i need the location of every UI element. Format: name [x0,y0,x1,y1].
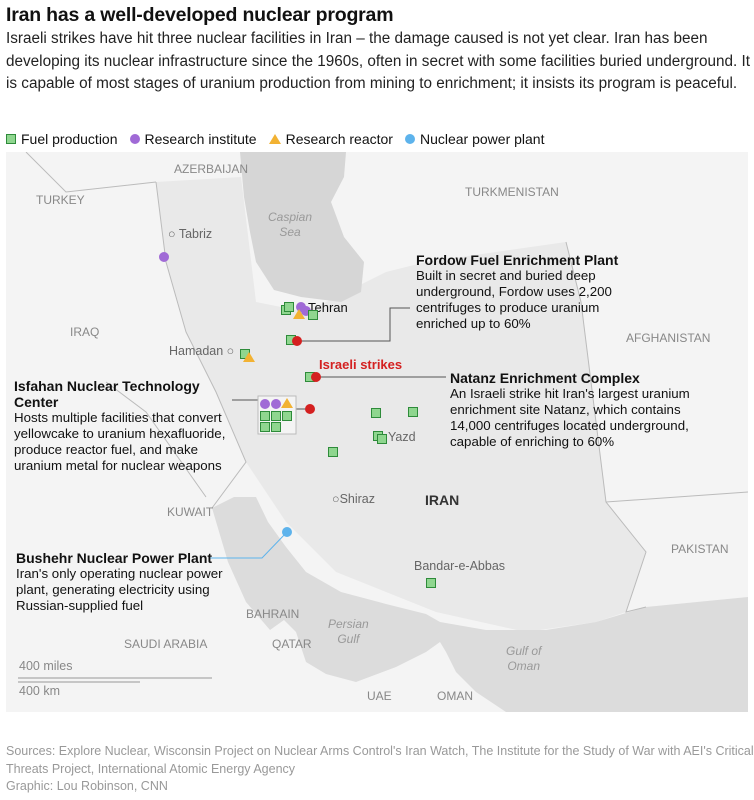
city-yazd: Yazd [388,430,416,444]
border-line [105,381,207,498]
bushehr-leader-line [210,531,288,559]
fuel-production-marker [377,434,387,444]
city-shiraz: ○Shiraz [332,492,375,506]
fuel-production-marker [426,578,436,588]
country-label: AZERBAIJAN [174,162,249,176]
fuel-production-marker [371,408,381,418]
legend-research-institute: Research institute [129,131,257,147]
iran-landmass [156,177,646,632]
legend-label: Research institute [144,131,257,147]
strike-marker-isfahan [305,404,315,414]
bushehr-annotation: Bushehr Nuclear Power Plant Iran's only o… [16,550,241,614]
purple-circle-icon [129,134,140,144]
country-label: BAHRAIN [246,607,300,621]
annotation-body: Built in secret and buried deep undergro… [416,268,612,331]
legend-power-plant: Nuclear power plant [404,131,545,147]
persian-gulf-label: Persian Gulf [328,617,369,646]
research-reactor-marker [281,398,293,408]
annotation-title: Fordow Fuel Enrichment Plant [416,252,619,268]
fuel-production-marker [271,411,281,421]
legend-fuel: Fuel production [6,131,118,147]
research-institute-marker [301,306,311,316]
isfahan-annotation: Isfahan Nuclear Technology Center Hosts m… [14,378,246,474]
iran-label: IRAN [425,492,460,508]
annotation-body: An Israeli strike hit Iran's largest ura… [450,386,690,449]
strike-marker-fordow [292,336,302,346]
persian-gulf [212,497,748,712]
strike-marker-natanz [311,372,321,382]
dek: Israeli strikes have hit three nuclear f… [6,30,751,92]
city-label: Hamadan [169,344,224,358]
legend-research-reactor: Research reactor [268,131,393,147]
caspian-sea-label: Caspian Sea [268,210,313,239]
fordow-leader-line [297,307,410,342]
country-label: QATAR [272,637,312,651]
country-label: IRAQ [70,325,100,339]
fuel-production-marker [282,411,292,421]
annotation-title: Isfahan Nuclear Technology Center [14,378,200,410]
country-label: AFGHANISTAN [626,331,711,345]
power-plant-marker [282,527,292,537]
fuel-production-marker [308,310,318,320]
border-line [25,152,157,193]
city-label: Tabriz [178,227,213,241]
country-label: TURKEY [36,193,85,207]
annotation-body: Hosts multiple facilities that convert y… [14,410,226,473]
border-line [155,181,247,509]
natanz-annotation: Natanz Enrichment Complex An Israeli stri… [450,370,720,450]
credit: Graphic: Lou Robinson, CNN [6,779,168,793]
sources: Sources: Explore Nuclear, Wisconsin Proj… [6,744,754,776]
blue-circle-icon [404,134,415,144]
research-institute-marker [159,252,169,262]
research-reactor-marker [293,309,305,319]
country-label: KUWAIT [167,505,214,519]
research-reactor-marker [243,352,255,362]
headline: Iran has a well-developed nuclear progra… [6,4,394,26]
city-tabriz: ○ Tabriz [168,227,213,241]
fuel-production-marker [260,422,270,432]
legend-label: Nuclear power plant [419,131,545,147]
scale-miles: 400 miles [19,659,73,673]
research-institute-marker [271,399,281,409]
annotation-body: Iran's only operating nuclear power plan… [16,566,223,613]
scale-km: 400 km [19,684,60,698]
country-label: PAKISTAN [671,542,729,556]
country-label: OMAN [437,689,473,703]
fuel-production-marker [260,411,270,421]
green-square-icon [6,134,16,144]
city-bandar-e-abbas: Bandar-e-Abbas [414,559,506,573]
caspian-sea [240,152,364,302]
map: AZERBAIJAN TURKEY TURKMENISTAN IRAQ AFGH… [6,152,748,712]
legend-label: Research reactor [285,131,393,147]
israeli-strikes-label: Israeli strikes [319,357,403,372]
country-label: SAUDI ARABIA [124,637,208,651]
annotation-title: Bushehr Nuclear Power Plant [16,550,213,566]
legend-label: Fuel production [21,131,118,147]
country-label: TURKMENISTAN [465,185,559,199]
legend: Fuel production Research institute Resea… [6,131,544,147]
research-institute-marker [260,399,270,409]
city-label: Shiraz [339,492,375,506]
orange-triangle-icon [268,134,281,144]
fuel-production-marker [284,302,294,312]
country-label: UAE [367,689,392,703]
border-line [605,491,748,503]
fordow-annotation: Fordow Fuel Enrichment Plant Built in sec… [416,252,626,332]
footer: Sources: Explore Nuclear, Wisconsin Proj… [6,743,754,796]
annotation-title: Natanz Enrichment Complex [450,370,640,386]
fuel-production-marker [328,447,338,457]
fuel-production-marker [271,422,281,432]
fuel-production-marker [408,407,418,417]
gulf-of-oman-label: Gulf of Oman [506,644,542,673]
city-hamadan: Hamadan ○ [169,344,235,358]
